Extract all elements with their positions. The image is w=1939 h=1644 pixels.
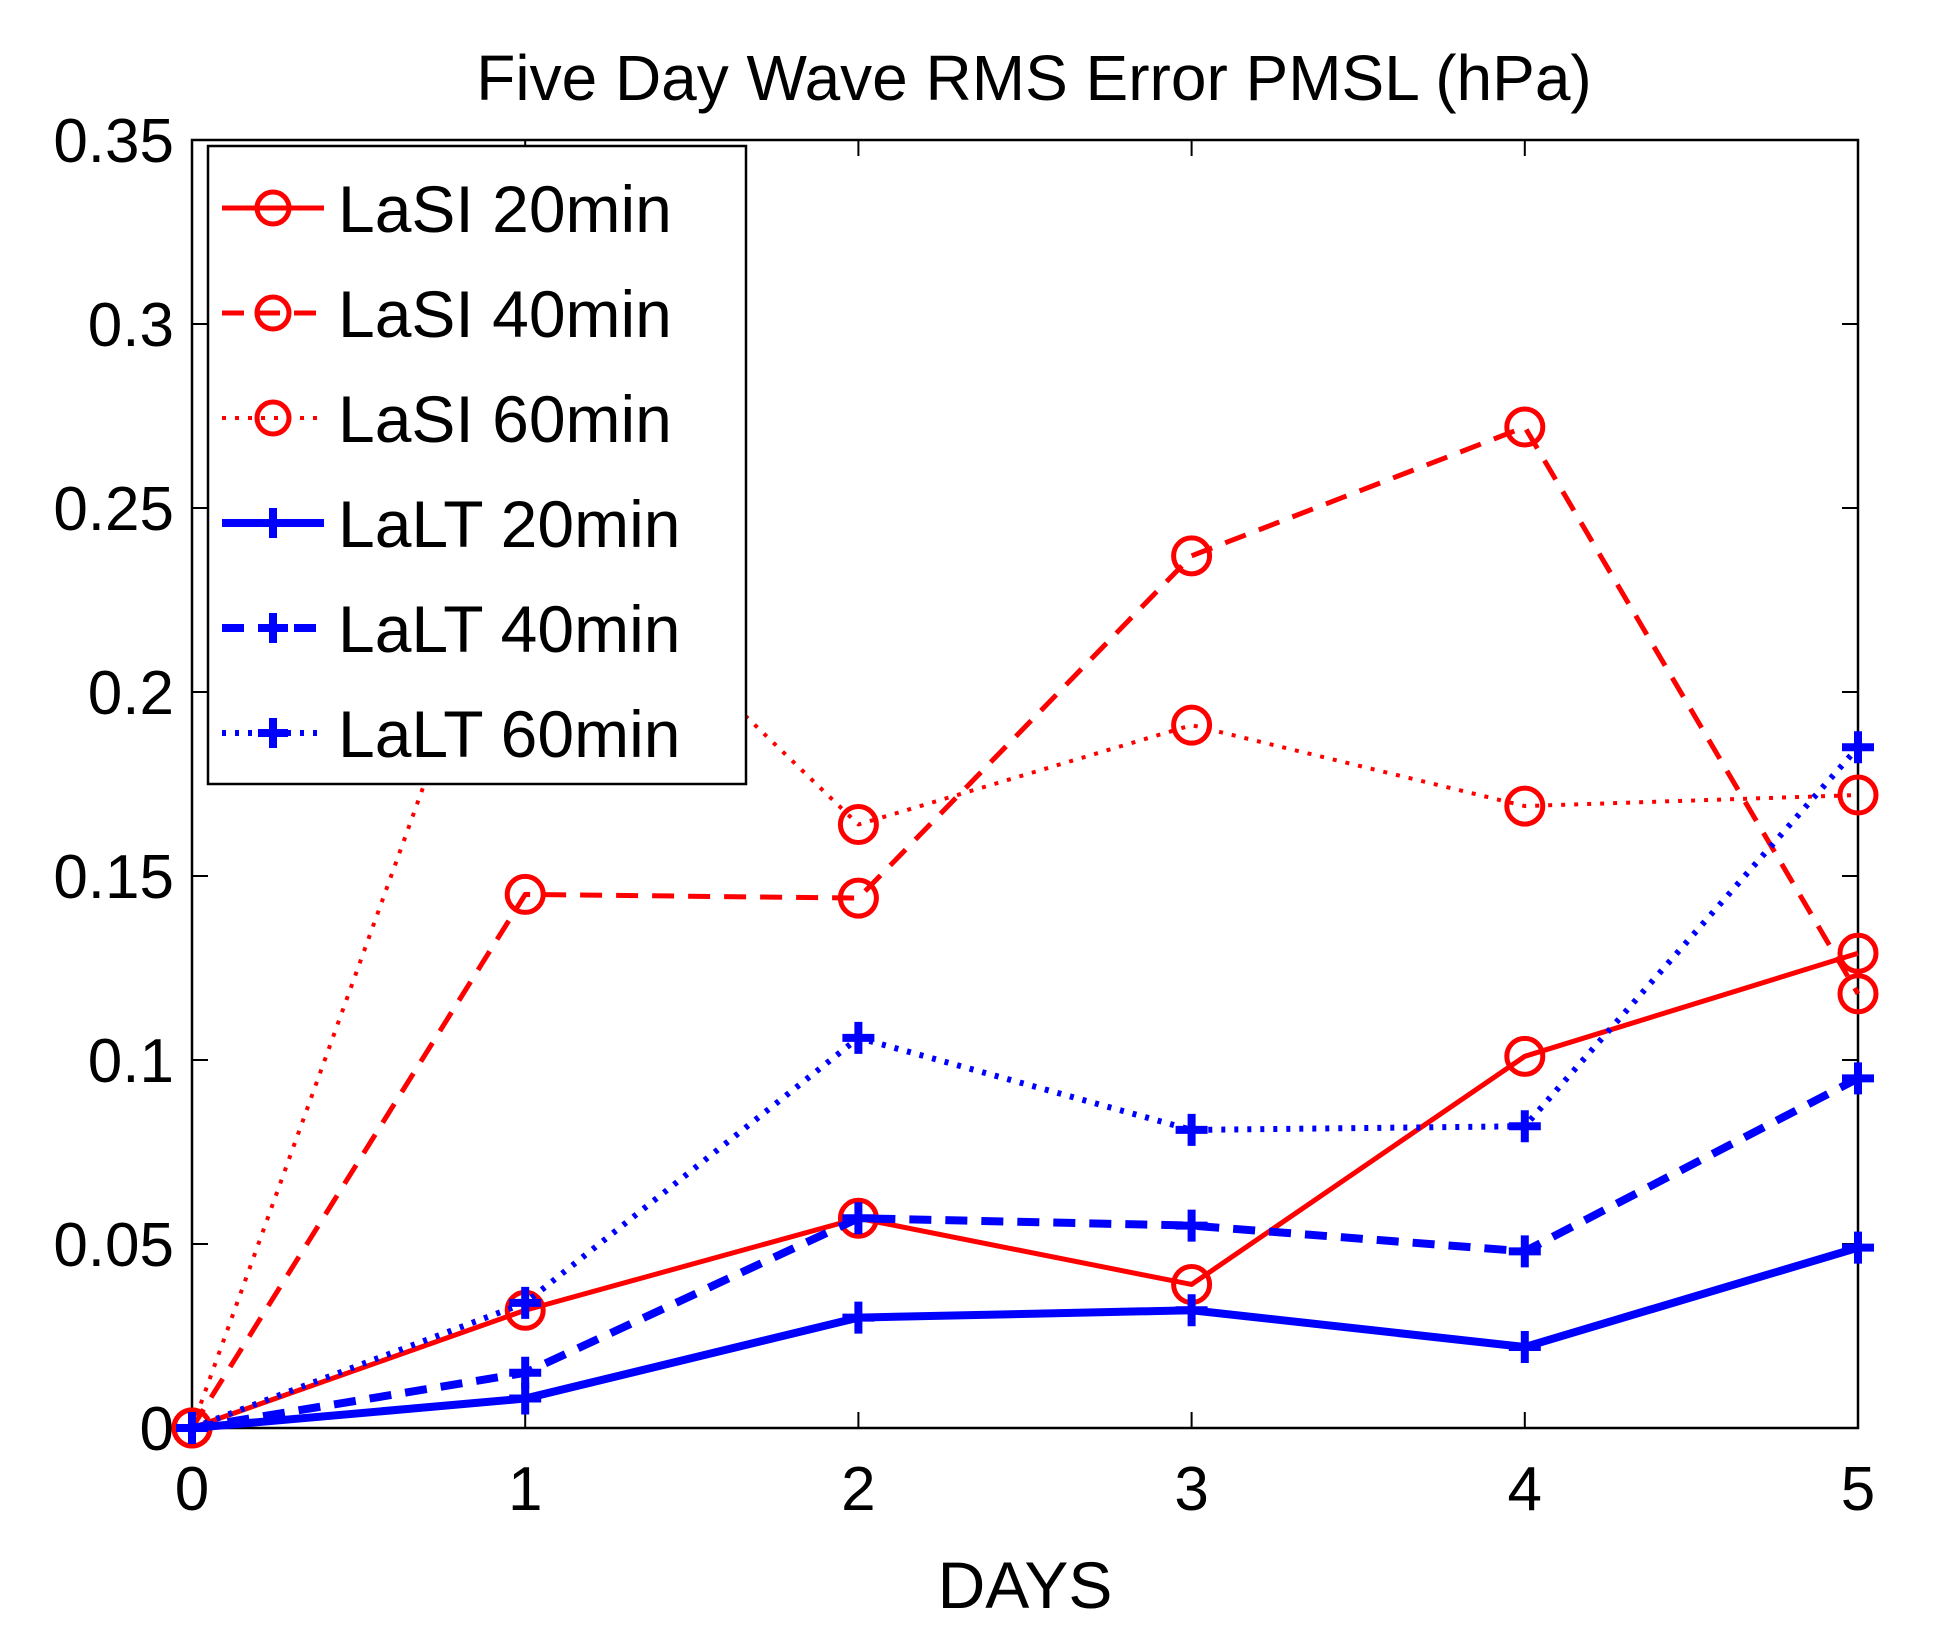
series-line [191, 1074, 1860, 1432]
x-tick-label: 3 [1174, 1455, 1208, 1524]
data-point [1175, 1113, 1208, 1146]
x-tick-label: 5 [1841, 1455, 1875, 1524]
y-tick-label: 0.35 [53, 107, 174, 176]
x-tick-label: 0 [175, 1455, 209, 1524]
data-point [1171, 535, 1213, 577]
legend-marker [254, 294, 292, 332]
legend-marker [258, 613, 288, 643]
series-lalt-60min [176, 731, 1874, 1444]
data-point [837, 803, 879, 845]
data-point [1842, 731, 1874, 764]
data-point [1508, 1110, 1541, 1143]
series-line [191, 1243, 1860, 1432]
legend-marker [258, 508, 288, 538]
legend-entry-label: LaLT 40min [338, 592, 680, 666]
y-tick-label: 0.05 [53, 1211, 174, 1280]
x-tick-label: 4 [1508, 1455, 1542, 1524]
y-tick-label: 0.25 [53, 475, 174, 544]
data-point [1837, 774, 1879, 816]
data-point [1508, 1235, 1541, 1268]
chart-title: Five Day Wave RMS Error PMSL (hPa) [476, 42, 1591, 114]
data-point [509, 1286, 542, 1319]
data-point [1504, 406, 1546, 448]
legend-marker [254, 399, 292, 437]
y-tick-label: 0.15 [53, 843, 174, 912]
data-point [1175, 1209, 1208, 1242]
legend-box [206, 144, 748, 786]
series-lasi-40min [171, 406, 1879, 1449]
data-point [509, 1356, 542, 1389]
y-tick-label: 0 [140, 1395, 174, 1464]
data-point [1842, 1062, 1874, 1095]
x-tick-label: 1 [508, 1455, 542, 1524]
plot-area-frame [190, 138, 1860, 1430]
data-point [837, 877, 879, 919]
legend-marker [254, 189, 292, 227]
legend-marker [258, 718, 288, 748]
series-lasi-20min [171, 932, 1879, 1449]
data-point [842, 1021, 875, 1054]
data-point [842, 1301, 875, 1334]
legend-entry-label: LaLT 60min [338, 697, 680, 771]
data-point [1837, 932, 1879, 974]
legend-entry-label: LaLT 20min [338, 487, 680, 561]
series-lalt-20min [176, 1231, 1874, 1444]
series-line [189, 424, 1861, 1430]
axis-ticks: 0 1 2 3 4 5 0 0.05 0.1 0.15 0.2 0.25 0.3 0.35 [53, 107, 1875, 1524]
y-tick-label: 0.2 [88, 659, 174, 728]
legend-entry-label: LaSI 60min [338, 382, 672, 456]
data-point [1504, 1035, 1546, 1077]
series-line [191, 950, 1859, 1431]
y-tick-label: 0.3 [88, 291, 174, 360]
data-point [1837, 973, 1879, 1015]
x-tick-label: 2 [841, 1455, 875, 1524]
x-axis-label: DAYS [938, 1548, 1113, 1622]
data-point [176, 1412, 208, 1444]
data-point [842, 1202, 875, 1235]
legend-entry-label: LaSI 40min [338, 277, 672, 351]
legend: LaSI 20min LaSI 40min LaSI 60min LaLT 20min… [206, 144, 748, 786]
y-tick-label: 0.1 [88, 1027, 174, 1096]
data-point [1508, 1331, 1541, 1364]
data-point [1842, 1231, 1874, 1264]
data-point [1175, 1294, 1208, 1327]
legend-entry-label: LaSI 20min [338, 172, 672, 246]
data-point [504, 873, 546, 915]
data-series [171, 406, 1879, 1449]
data-point [1504, 785, 1546, 827]
data-point [1171, 704, 1213, 746]
